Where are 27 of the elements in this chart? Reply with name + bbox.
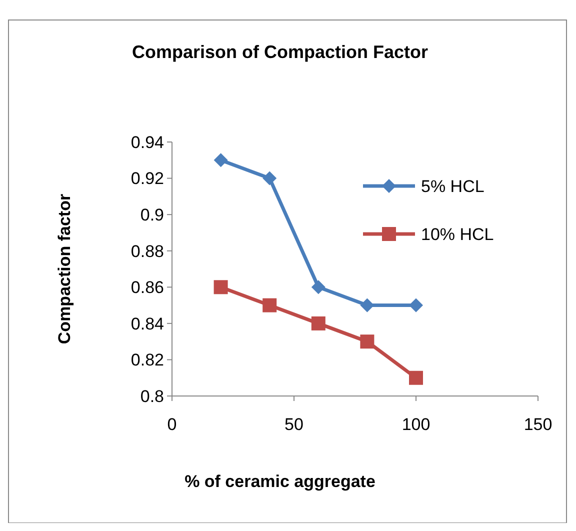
- y-tick-label: 0.88: [130, 242, 164, 261]
- point: [311, 280, 326, 294]
- y-tick-label: 0.82: [130, 350, 164, 370]
- point: [360, 334, 374, 349]
- point: [409, 298, 423, 312]
- x-tick-label: 0: [167, 415, 177, 434]
- point: [262, 298, 277, 312]
- x-axis-title: % of ceramic aggregate: [184, 472, 376, 491]
- point: [409, 370, 423, 385]
- y-tick-label: 0.94: [130, 132, 164, 152]
- y-tick-label: 0.84: [130, 314, 164, 334]
- y-tick-label: 0.92: [130, 169, 164, 188]
- x-tick-label: 100: [402, 415, 430, 434]
- point: [262, 171, 277, 186]
- chart-title: Comparison of Compaction Factor: [132, 42, 428, 62]
- y-tick-label: 0.8: [140, 386, 164, 406]
- point: [214, 153, 228, 168]
- legend-label: 10% HCL: [421, 224, 494, 244]
- point: [311, 316, 326, 330]
- x-tick-label: 150: [524, 415, 552, 434]
- y-axis-title: Compaction factor: [55, 194, 74, 344]
- x-tick-label: 50: [284, 415, 304, 434]
- y-tick-label: 0.86: [130, 278, 164, 298]
- point: [214, 280, 228, 294]
- y-tick-label: 0.9: [140, 206, 164, 225]
- point: [360, 298, 374, 312]
- legend-label: 5% HCL: [421, 176, 484, 196]
